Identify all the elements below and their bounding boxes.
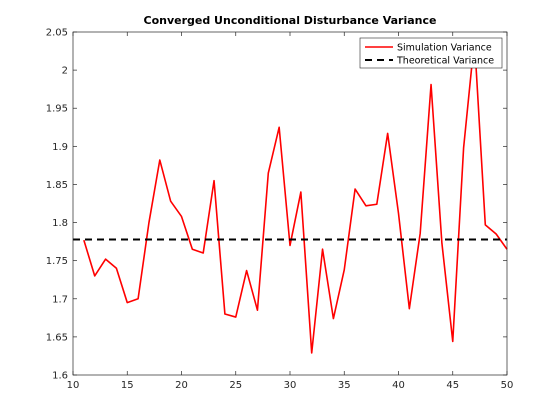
x-tick-label: 30 xyxy=(284,380,297,391)
y-tick-label: 1.7 xyxy=(52,294,68,305)
series-layer xyxy=(73,38,508,354)
y-tick-label: 1.9 xyxy=(52,142,68,153)
x-tick-label: 25 xyxy=(229,380,242,391)
x-tick-label: 35 xyxy=(338,380,351,391)
y-tick-label: 2.05 xyxy=(46,28,68,39)
y-tick-label: 1.95 xyxy=(46,104,68,115)
y-tick-label: 1.75 xyxy=(46,256,68,267)
x-tick-label: 40 xyxy=(392,380,405,391)
axes-layer: 10 15 20 25 30 35 40 45 50 1.6 1.65 1.7 1.75 1.8 1.85 1… xyxy=(46,28,514,392)
x-tick-label: 15 xyxy=(121,380,134,391)
legend-box xyxy=(359,37,503,69)
x-tick-label: 45 xyxy=(446,380,459,391)
simulation-variance-line xyxy=(83,38,508,354)
x-tick-label: 10 xyxy=(67,380,80,391)
x-tick-label: 50 xyxy=(501,380,514,391)
legend: Simulation Variance Theoretical Variance xyxy=(359,37,503,69)
chart-title: Converged Unconditional Disturbance Vari… xyxy=(144,14,437,27)
y-tick-label: 1.6 xyxy=(52,371,68,382)
plot-area xyxy=(73,32,507,375)
x-tick-label: 20 xyxy=(175,380,188,391)
y-tick-label: 1.8 xyxy=(52,218,68,229)
y-tick-label: 1.85 xyxy=(46,180,68,191)
legend-label-theoretical: Theoretical Variance xyxy=(396,56,494,67)
y-tick-label: 2 xyxy=(62,66,68,77)
y-tick-label: 1.65 xyxy=(46,332,68,343)
legend-label-simulation: Simulation Variance xyxy=(397,43,492,54)
